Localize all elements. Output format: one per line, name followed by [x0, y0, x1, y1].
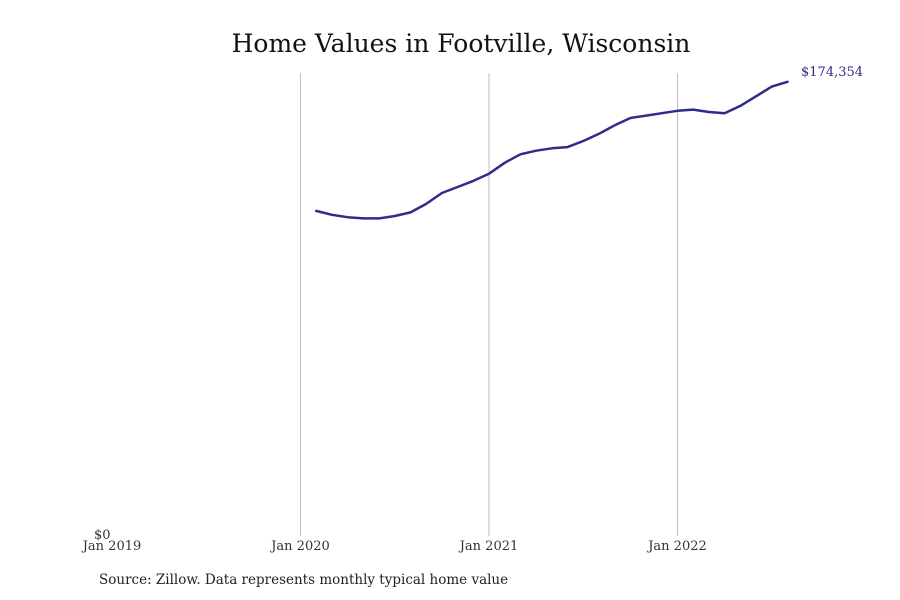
y-axis: $0: [94, 528, 111, 543]
gridlines: [300, 73, 678, 536]
x-tick-label: Jan 2022: [646, 539, 707, 554]
end-value-label: $174,354: [801, 65, 863, 80]
x-axis: Jan 2019 Jan 2020 Jan 2021 Jan 2022: [81, 539, 707, 554]
x-tick-label: Jan 2021: [458, 539, 519, 554]
x-tick-label: Jan 2019: [81, 539, 142, 554]
source-note: Source: Zillow. Data represents monthly …: [99, 572, 509, 588]
chart-title: Home Values in Footville, Wisconsin: [232, 29, 691, 58]
y-tick-label: $0: [94, 528, 111, 543]
x-tick-label: Jan 2020: [269, 539, 330, 554]
home-value-line: [314, 80, 789, 220]
